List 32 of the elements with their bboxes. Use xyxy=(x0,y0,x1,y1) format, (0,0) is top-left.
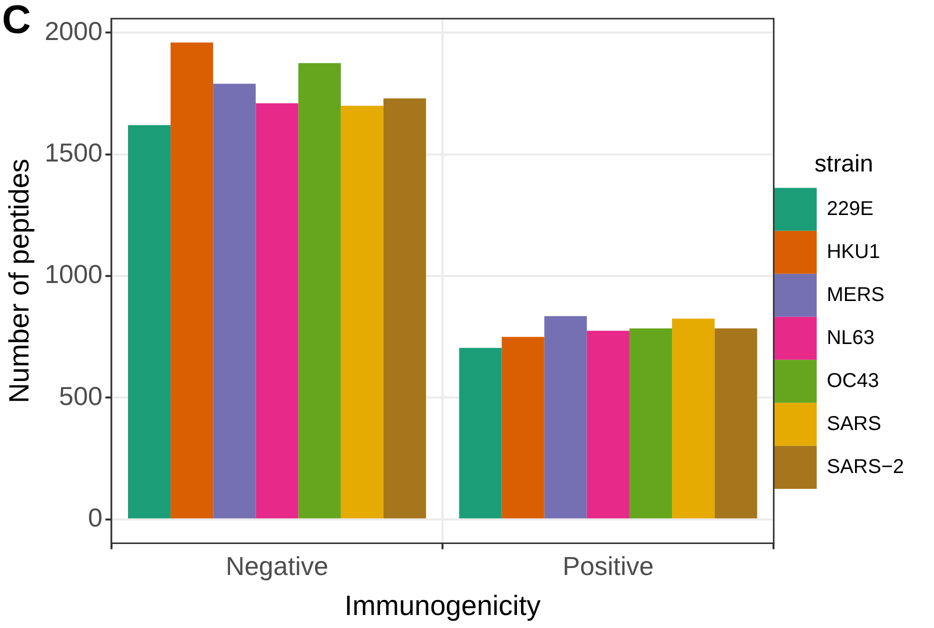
x-tick-label: Positive xyxy=(562,550,654,581)
legend-label: 229E xyxy=(826,198,874,220)
legend-label: SARS xyxy=(826,412,882,435)
y-tick-label: 2000 xyxy=(44,16,102,46)
bar xyxy=(298,63,341,518)
bar xyxy=(502,336,544,518)
text: C xyxy=(2,0,31,42)
legend-label: SARS−2 xyxy=(826,456,904,478)
bar xyxy=(586,330,630,518)
legend-label: OC43 xyxy=(826,370,879,392)
bar xyxy=(629,328,672,518)
legend-label: NL63 xyxy=(826,326,875,349)
y-axis-title: Number of peptides xyxy=(4,158,35,404)
y-tick-label: 0 xyxy=(88,502,102,533)
bar xyxy=(170,42,214,518)
bar xyxy=(544,316,587,518)
x-tick-label: Negative xyxy=(226,550,328,581)
bar xyxy=(714,328,758,518)
x-axis-title: Immunogenicity xyxy=(344,590,541,621)
legend-label: MERS xyxy=(826,284,885,306)
legend-label: HKU1 xyxy=(826,240,880,263)
bar xyxy=(128,125,171,518)
y-tick-label: 500 xyxy=(59,380,102,411)
legend-title: strain xyxy=(814,150,874,178)
bar xyxy=(672,318,715,518)
bar xyxy=(340,106,384,518)
bar xyxy=(383,98,426,518)
y-tick-label: 1500 xyxy=(44,138,102,168)
bar xyxy=(256,103,298,518)
bar xyxy=(459,348,502,518)
bar xyxy=(213,84,256,518)
y-tick-label: 1000 xyxy=(44,259,102,290)
